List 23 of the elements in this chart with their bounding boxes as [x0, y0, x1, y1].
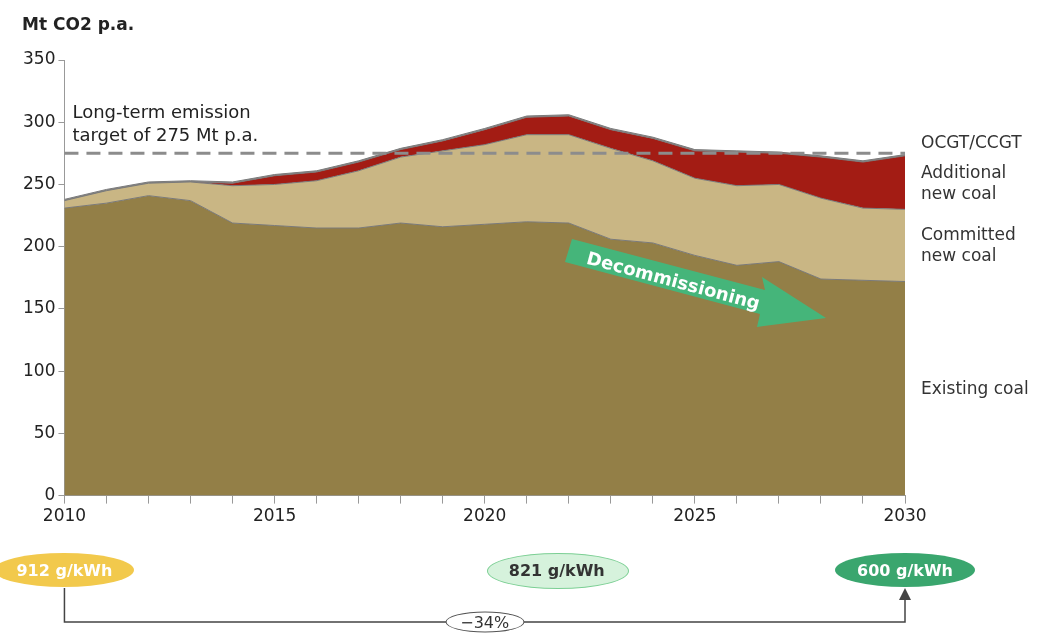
series-label: Committed new coal — [921, 224, 1017, 267]
x-tick-label: 2010 — [42, 505, 87, 526]
series-label: Additional new coal — [921, 161, 1008, 204]
y-tick-label: 200 — [22, 235, 56, 256]
text: 821 g/kWh — [508, 560, 605, 580]
x-tick-label: 2025 — [673, 505, 717, 526]
text: −34% — [445, 611, 525, 633]
y-tick-label: 0 — [44, 484, 56, 505]
x-tick-label: 2020 — [463, 505, 507, 526]
series-label: OCGT/CCGT — [921, 132, 1023, 154]
y-tick-label: 300 — [22, 110, 56, 131]
x-tick-label: 2030 — [883, 505, 927, 526]
y-axis-title: Mt CO2 p.a. — [22, 14, 135, 34]
y-tick-label: 150 — [22, 297, 56, 318]
ref-line-label: Long-term emission target of 275 Mt p.a. — [72, 101, 259, 146]
text: 600 g/kWh — [857, 560, 953, 580]
y-tick-label: 250 — [22, 172, 56, 193]
text: 912 g/kWh — [16, 560, 113, 580]
series-label: Existing coal — [921, 378, 1030, 400]
y-tick-label: 50 — [33, 421, 56, 442]
y-tick-label: 350 — [22, 48, 56, 69]
y-tick-label: 100 — [22, 359, 56, 380]
x-tick-label: 2015 — [252, 505, 297, 526]
